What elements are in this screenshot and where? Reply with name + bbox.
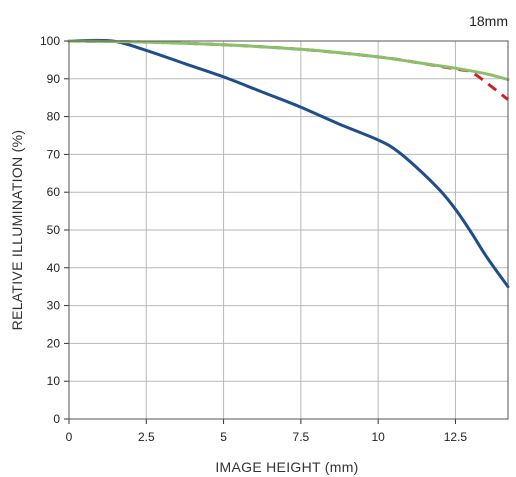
x-tick-label: 7.5 bbox=[293, 430, 310, 444]
y-tick-label: 80 bbox=[47, 110, 61, 124]
x-tick-label: 12.5 bbox=[444, 430, 468, 444]
y-tick-label: 90 bbox=[47, 72, 61, 86]
y-tick-label: 100 bbox=[40, 34, 60, 48]
y-tick-label: 50 bbox=[47, 223, 61, 237]
grid-lines bbox=[68, 40, 508, 420]
x-tick-label: 10 bbox=[371, 430, 385, 444]
x-tick-label: 2.5 bbox=[138, 430, 155, 444]
y-axis-label: RELATIVE ILLUMINATION (%) bbox=[9, 130, 25, 331]
series-lines bbox=[67, 38, 510, 289]
y-tick-label: 40 bbox=[47, 261, 61, 275]
y-tick-label: 10 bbox=[47, 374, 61, 388]
focal-length-label: 18mm bbox=[469, 13, 508, 29]
plot-border bbox=[68, 40, 509, 420]
y-tick-label: 60 bbox=[47, 185, 61, 199]
x-axis-label: IMAGE HEIGHT (mm) bbox=[215, 459, 358, 475]
x-tick-label: 0 bbox=[66, 430, 73, 444]
series-line-green bbox=[67, 39, 510, 82]
y-tick-label: 20 bbox=[47, 336, 61, 350]
x-tick-labels: 0 2.5 5 7.5 10 12.5 bbox=[66, 430, 468, 444]
plot-frame bbox=[64, 40, 509, 424]
y-tick-labels: 0 10 20 30 40 50 60 70 80 90 100 bbox=[40, 34, 60, 426]
x-tick-label: 5 bbox=[220, 430, 227, 444]
y-tick-label: 0 bbox=[53, 412, 60, 426]
y-tick-label: 70 bbox=[47, 147, 61, 161]
series-line-blue bbox=[67, 38, 510, 289]
y-tick-label: 30 bbox=[47, 299, 61, 313]
